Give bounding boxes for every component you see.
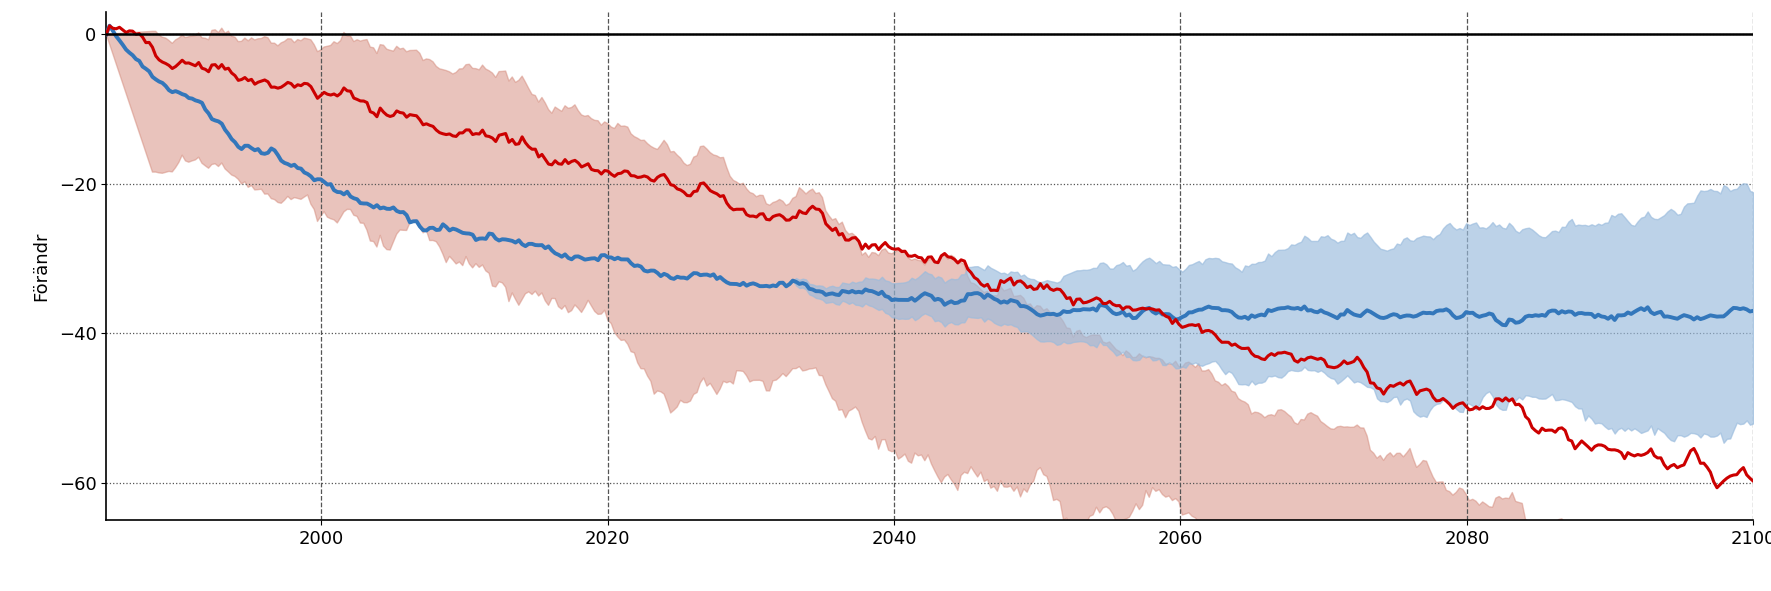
Y-axis label: Förändr: Förändr (32, 231, 50, 301)
